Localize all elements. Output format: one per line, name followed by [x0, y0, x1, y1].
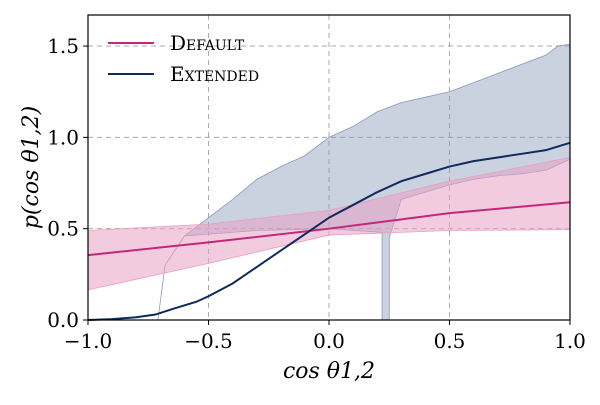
x-tick-label: −1.0	[64, 329, 113, 353]
y-axis-label: p(cos θ1,2)	[19, 106, 44, 229]
x-tick-label: 0.5	[434, 329, 466, 353]
y-tick-label: 1.0	[47, 125, 79, 149]
legend-label-extended: Extended	[170, 62, 259, 86]
x-tick-label: −0.5	[184, 329, 233, 353]
y-tick-label: 0.0	[47, 308, 79, 332]
legend: Default Extended	[108, 31, 259, 86]
x-tick-label: 0.0	[313, 329, 345, 353]
series-line-extended	[87, 141, 571, 321]
x-tick-label: 1.0	[554, 329, 586, 353]
legend-label-default: Default	[170, 31, 245, 55]
line-layer	[87, 141, 571, 321]
x-axis-label: cos θ1,2	[283, 359, 375, 384]
y-tick-label: 0.5	[47, 217, 79, 241]
grid-layer	[88, 15, 570, 320]
tick-layer: −1.0 −0.5 0.0 0.5 1.0 0.0 0.5 1.0 1.5	[47, 34, 586, 353]
y-tick-label: 1.5	[47, 34, 79, 58]
series-line-default	[87, 201, 571, 257]
